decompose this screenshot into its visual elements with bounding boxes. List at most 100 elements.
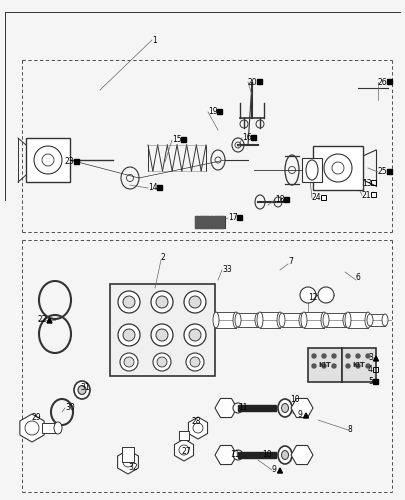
Polygon shape bbox=[47, 318, 52, 323]
Circle shape bbox=[185, 353, 203, 371]
Text: 1: 1 bbox=[151, 36, 156, 44]
Ellipse shape bbox=[213, 312, 218, 328]
Polygon shape bbox=[20, 414, 44, 442]
Text: 5: 5 bbox=[367, 378, 372, 386]
Ellipse shape bbox=[277, 446, 291, 464]
Text: 20: 20 bbox=[247, 78, 257, 86]
Bar bbox=[237, 452, 275, 458]
Ellipse shape bbox=[381, 314, 387, 326]
Text: 11: 11 bbox=[230, 450, 239, 460]
Bar bbox=[221, 216, 224, 228]
Bar bbox=[206, 216, 209, 228]
Polygon shape bbox=[215, 398, 237, 417]
Circle shape bbox=[153, 353, 171, 371]
Bar bbox=[237, 313, 257, 327]
Ellipse shape bbox=[342, 313, 348, 327]
Text: 10: 10 bbox=[289, 396, 299, 404]
Circle shape bbox=[317, 287, 333, 303]
Ellipse shape bbox=[366, 314, 372, 326]
Text: 19: 19 bbox=[207, 108, 217, 116]
Text: 21: 21 bbox=[361, 190, 371, 200]
Ellipse shape bbox=[281, 404, 288, 412]
Text: 33: 33 bbox=[222, 266, 231, 274]
Circle shape bbox=[123, 329, 135, 341]
Bar bbox=[237, 405, 275, 411]
Bar bbox=[157, 185, 162, 190]
Bar bbox=[217, 216, 220, 228]
Bar bbox=[215, 312, 235, 328]
Bar bbox=[181, 137, 185, 142]
Text: 3: 3 bbox=[367, 354, 372, 362]
Circle shape bbox=[189, 329, 200, 341]
Ellipse shape bbox=[276, 312, 282, 328]
Bar bbox=[237, 215, 241, 220]
Circle shape bbox=[299, 287, 315, 303]
Bar bbox=[216, 109, 222, 114]
Text: KIT: KIT bbox=[318, 362, 330, 368]
Bar bbox=[341, 348, 375, 382]
Ellipse shape bbox=[320, 312, 326, 328]
Text: 18: 18 bbox=[274, 196, 284, 204]
Ellipse shape bbox=[277, 399, 291, 417]
Bar bbox=[369, 314, 384, 326]
Bar bbox=[373, 379, 377, 384]
Circle shape bbox=[156, 296, 168, 308]
Bar bbox=[213, 216, 216, 228]
Polygon shape bbox=[117, 450, 138, 474]
Circle shape bbox=[311, 354, 315, 358]
Text: 11: 11 bbox=[237, 404, 247, 412]
Text: 8: 8 bbox=[347, 426, 352, 434]
Bar bbox=[198, 216, 202, 228]
Polygon shape bbox=[373, 356, 377, 361]
Bar bbox=[303, 312, 323, 328]
Circle shape bbox=[345, 354, 349, 358]
Circle shape bbox=[321, 364, 325, 368]
Text: 15: 15 bbox=[172, 136, 181, 144]
Bar bbox=[301, 158, 321, 182]
Bar bbox=[194, 216, 198, 228]
Bar bbox=[370, 180, 375, 185]
Circle shape bbox=[118, 291, 140, 313]
Text: 14: 14 bbox=[148, 184, 157, 192]
Text: 31: 31 bbox=[80, 384, 90, 392]
Circle shape bbox=[183, 324, 205, 346]
Ellipse shape bbox=[344, 312, 350, 328]
Bar bbox=[325, 313, 345, 327]
Circle shape bbox=[355, 354, 359, 358]
Circle shape bbox=[151, 291, 173, 313]
Polygon shape bbox=[290, 398, 312, 417]
Text: 23: 23 bbox=[65, 158, 75, 166]
Text: 17: 17 bbox=[228, 214, 237, 222]
Text: 29: 29 bbox=[32, 414, 42, 422]
Circle shape bbox=[331, 354, 335, 358]
Circle shape bbox=[190, 357, 200, 367]
Polygon shape bbox=[188, 417, 207, 439]
Bar bbox=[281, 313, 301, 327]
Ellipse shape bbox=[256, 312, 262, 328]
Bar bbox=[74, 159, 79, 164]
Ellipse shape bbox=[54, 422, 62, 434]
Circle shape bbox=[124, 357, 134, 367]
Circle shape bbox=[311, 364, 315, 368]
Ellipse shape bbox=[278, 313, 284, 327]
Text: 25: 25 bbox=[377, 168, 387, 176]
Ellipse shape bbox=[322, 313, 328, 327]
Text: 9: 9 bbox=[271, 466, 276, 474]
Bar bbox=[42, 423, 58, 433]
Bar bbox=[347, 312, 367, 328]
Bar bbox=[194, 216, 224, 228]
Polygon shape bbox=[277, 468, 282, 473]
Ellipse shape bbox=[232, 312, 239, 328]
Text: KIT: KIT bbox=[352, 362, 365, 368]
Polygon shape bbox=[174, 439, 193, 461]
Ellipse shape bbox=[254, 313, 260, 327]
Text: 24: 24 bbox=[311, 194, 321, 202]
Polygon shape bbox=[303, 413, 308, 418]
Text: 28: 28 bbox=[192, 418, 201, 426]
Text: 2: 2 bbox=[161, 254, 165, 262]
Bar bbox=[202, 216, 205, 228]
Ellipse shape bbox=[74, 381, 90, 399]
Bar bbox=[284, 197, 288, 202]
Text: 10: 10 bbox=[261, 450, 271, 460]
Circle shape bbox=[183, 291, 205, 313]
